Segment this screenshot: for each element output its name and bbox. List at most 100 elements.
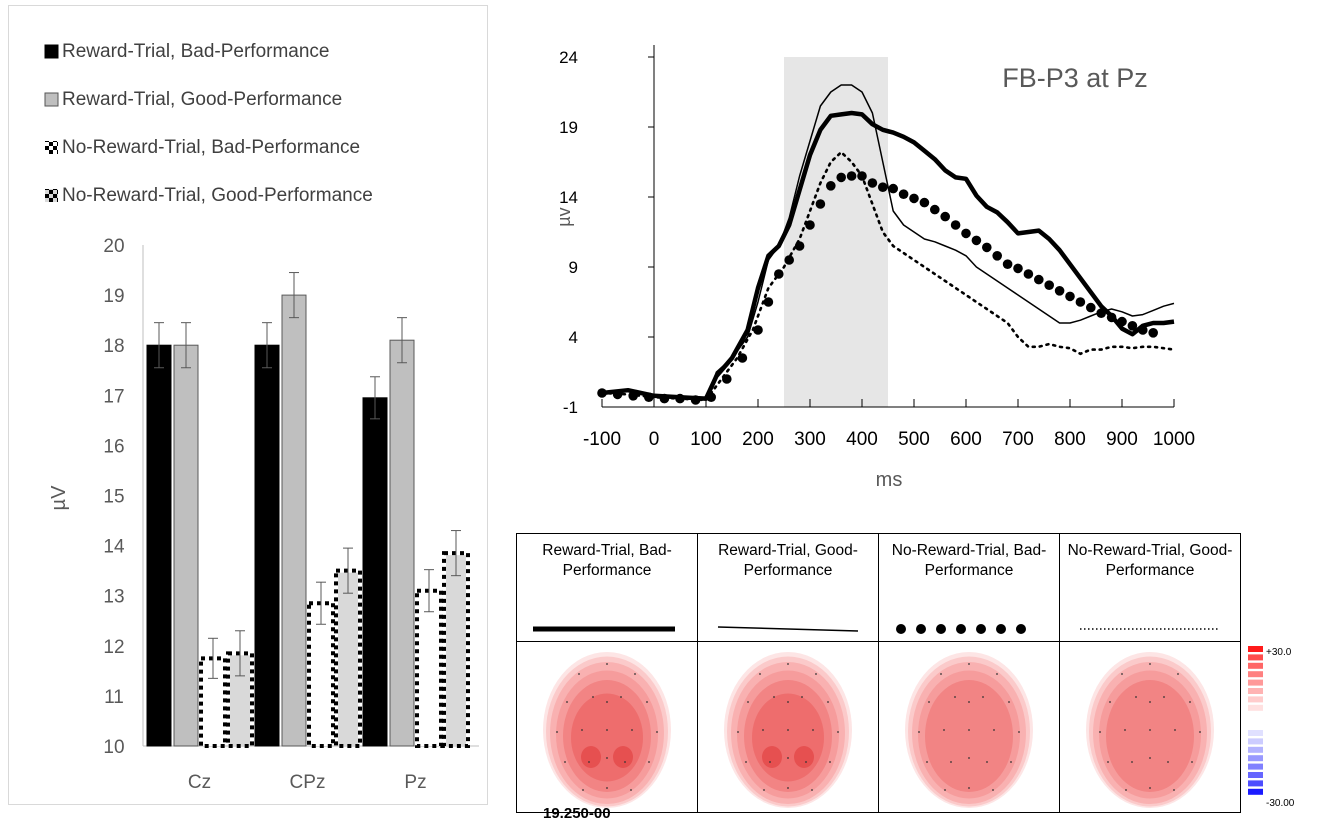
series-point	[846, 171, 857, 181]
electrode-dot	[1163, 696, 1165, 698]
bar	[254, 344, 280, 747]
electrode-dot	[992, 789, 994, 791]
x-tick-label: CPz	[290, 772, 326, 793]
topomap-header-1: Reward-Trial, Bad-Performance	[516, 533, 698, 642]
electrode-dot	[630, 789, 632, 791]
legend-swatch	[45, 189, 58, 202]
line-style-thin-sample	[717, 626, 859, 632]
line-style-large-dots-sample	[896, 624, 1026, 634]
electrode-dot	[982, 696, 984, 698]
electrode-dot	[1149, 757, 1151, 759]
series-point	[940, 211, 950, 222]
scale-step	[1248, 772, 1263, 778]
electrode-dot	[837, 731, 839, 733]
electrode-dot	[578, 673, 580, 675]
electrode-dot	[1199, 731, 1201, 733]
series-point	[971, 235, 982, 246]
electrode-dot	[968, 663, 970, 665]
topomap-contour	[752, 693, 824, 782]
series-point	[1096, 308, 1106, 319]
y-tick-label: 18	[103, 336, 124, 357]
series-point	[1148, 328, 1158, 338]
legend-swatch	[44, 92, 59, 107]
scalp-topomap	[1086, 652, 1214, 808]
x-tick-label: 900	[1106, 429, 1138, 450]
bar	[311, 605, 331, 746]
series-point	[1013, 263, 1023, 274]
electrode-dot	[620, 696, 622, 698]
color-scale-min-label: -30.00	[1266, 798, 1295, 807]
electrode-dot	[588, 761, 590, 763]
y-tick-label: 4	[569, 328, 578, 347]
electrode-dot	[592, 696, 594, 698]
series-point	[867, 178, 878, 188]
scale-step	[1248, 654, 1263, 661]
series-point	[1023, 269, 1034, 279]
legend-swatch	[44, 44, 59, 59]
electrode-dot	[950, 761, 952, 763]
y-tick-label: 19	[559, 118, 578, 137]
series-point	[1054, 286, 1065, 296]
electrode-dot	[648, 761, 650, 763]
bar	[203, 660, 223, 746]
electrode-dot	[759, 673, 761, 675]
electrode-dot	[940, 673, 942, 675]
electrode-dot	[1149, 787, 1151, 789]
electrode-dot	[564, 761, 566, 763]
topomap-header-label: Reward-Trial, Good-Performance	[718, 542, 858, 579]
x-tick-label: 200	[742, 429, 774, 450]
scale-step	[1248, 646, 1263, 652]
electrode-dot	[986, 761, 988, 763]
topomap-table: Reward-Trial, Bad-Performance Reward-Tri…	[516, 533, 1241, 822]
series-point	[1065, 291, 1075, 302]
electrode-dot	[815, 673, 817, 675]
electrode-dot	[996, 673, 998, 675]
scale-step	[1248, 755, 1263, 762]
series-point	[826, 181, 836, 191]
series-line	[601, 84, 1175, 401]
electrode-dot	[1018, 731, 1020, 733]
y-tick-label: 10	[103, 737, 124, 758]
bar	[446, 555, 466, 746]
series-point	[950, 220, 961, 230]
series-point	[1034, 274, 1044, 285]
bar	[389, 339, 415, 747]
bar	[146, 344, 172, 747]
electrode-dot	[1121, 673, 1123, 675]
y-tick-label: -1	[563, 398, 578, 417]
electrode-dot	[773, 696, 775, 698]
electrode-dot	[606, 663, 608, 665]
electrode-dot	[805, 761, 807, 763]
scale-step	[1248, 696, 1263, 703]
series-point	[930, 204, 940, 215]
color-scale-max-label: +30.0	[1266, 647, 1292, 658]
color-scale: +30.0 -30.00	[1238, 644, 1336, 809]
x-tick-label: 1000	[1153, 429, 1195, 450]
electrode-dot	[1177, 673, 1179, 675]
scalp-topomap	[724, 652, 852, 808]
electrode-dot	[556, 731, 558, 733]
topomap-header-4: No-Reward-Trial, Good-Performance	[1059, 533, 1241, 642]
series-point	[644, 392, 654, 403]
legend-label: No-Reward-Trial, Bad-Performance	[62, 137, 360, 158]
topomap-cell-4	[1059, 641, 1241, 813]
x-tick-label: -100	[583, 429, 621, 450]
electrode-dot	[1149, 729, 1151, 731]
scale-step	[1248, 763, 1263, 770]
series-point	[815, 199, 826, 209]
electrode-dot	[566, 701, 568, 703]
electrode-dot	[968, 757, 970, 759]
y-tick-label: 19	[103, 286, 124, 307]
topomap-time-label: 19.250-00	[543, 805, 611, 822]
electrode-dot	[624, 761, 626, 763]
legend-swatch	[45, 141, 58, 154]
line-y-axis-label: µv	[554, 207, 574, 226]
x-tick-label: 700	[1002, 429, 1034, 450]
y-tick-label: 17	[103, 386, 124, 407]
electrode-dot	[1109, 701, 1111, 703]
topomap-header-3: No-Reward-Trial, Bad-Performance	[878, 533, 1060, 642]
y-tick-label: 14	[103, 537, 125, 558]
topomap-cell-3	[878, 641, 1060, 813]
series-point	[878, 182, 888, 192]
electrode-dot	[787, 701, 789, 703]
